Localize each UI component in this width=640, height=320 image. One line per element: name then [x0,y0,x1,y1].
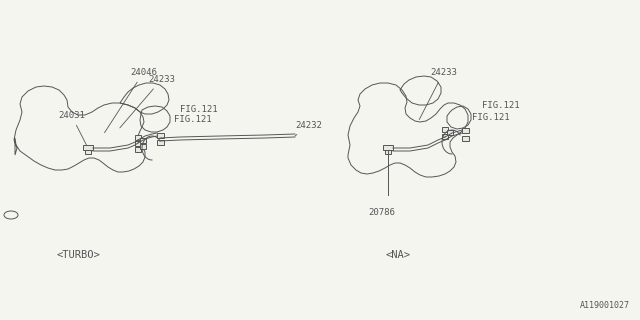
Bar [442,134,448,139]
Text: FIG.121: FIG.121 [174,115,212,124]
Text: <TURBO>: <TURBO> [56,250,100,260]
Text: <NA>: <NA> [385,250,410,260]
Bar [385,150,391,154]
Text: FIG.121: FIG.121 [472,113,509,122]
Bar [462,136,469,141]
Text: 24046: 24046 [104,68,157,133]
Text: 24233: 24233 [120,75,175,128]
Text: 24232: 24232 [295,121,322,136]
Bar [135,147,141,152]
Bar [140,144,146,149]
Bar [140,138,146,143]
Bar [462,128,469,133]
Text: 24233: 24233 [419,68,457,120]
Bar [383,145,393,150]
Bar [135,135,141,140]
Bar [442,127,448,132]
Bar [85,150,91,154]
Bar [83,145,93,150]
Text: FIG.121: FIG.121 [180,105,218,114]
Text: A119001027: A119001027 [580,301,630,310]
Bar [157,140,164,145]
Text: 20786: 20786 [368,208,395,217]
Bar [447,130,453,135]
Text: FIG.121: FIG.121 [482,101,520,110]
Bar [135,141,141,146]
Text: 24031: 24031 [58,111,87,146]
Bar [157,133,164,138]
